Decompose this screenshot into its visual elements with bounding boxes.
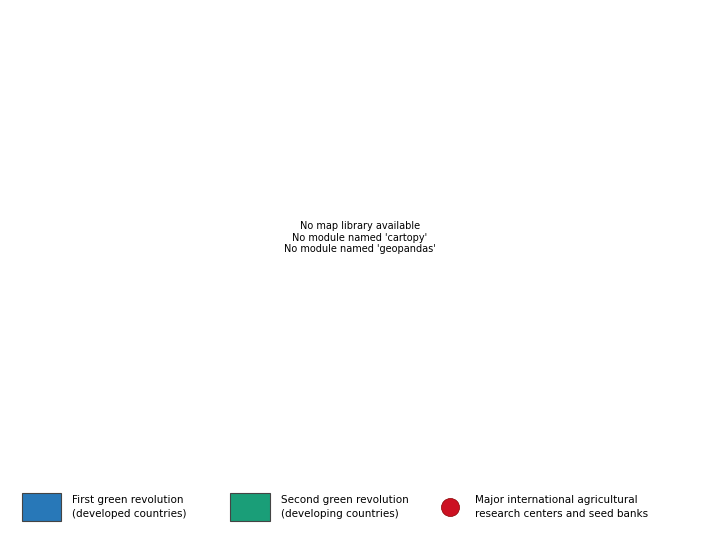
FancyBboxPatch shape [230,494,270,521]
Text: Second green revolution
(developing countries): Second green revolution (developing coun… [281,495,408,519]
Text: No map library available
No module named 'cartopy'
No module named 'geopandas': No map library available No module named… [284,221,436,254]
Text: Major international agricultural
research centers and seed banks: Major international agricultural researc… [475,495,648,519]
Text: First green revolution
(developed countries): First green revolution (developed countr… [72,495,186,519]
FancyBboxPatch shape [22,494,61,521]
